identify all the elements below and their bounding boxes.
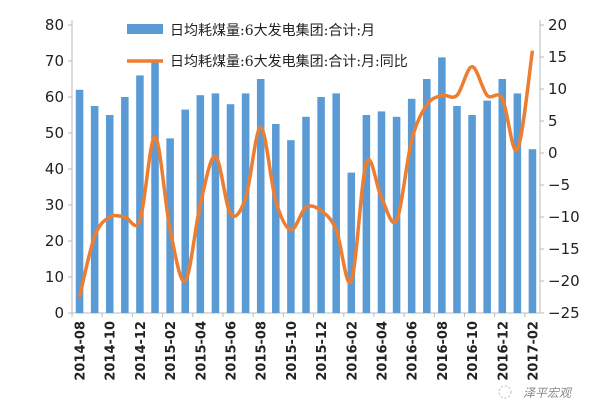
x-tick-label: 2015-10 — [285, 321, 300, 381]
bar — [483, 100, 491, 313]
bar — [272, 124, 280, 313]
x-tick-label: 2015-04 — [194, 321, 209, 381]
watermark-logo-icon — [498, 385, 512, 399]
right-tick-label: 0 — [548, 144, 558, 162]
x-tick-label: 2015-06 — [225, 321, 240, 381]
x-tick-label: 2014-08 — [74, 321, 89, 381]
left-tick-label: 20 — [45, 232, 64, 250]
bar — [362, 115, 371, 313]
x-tick-label: 2016-12 — [496, 321, 511, 381]
bar — [513, 93, 522, 314]
left-tick-label: 0 — [54, 304, 64, 322]
left-tick-label: 50 — [45, 124, 64, 142]
bar — [347, 172, 356, 313]
right-tick-label: 20 — [548, 16, 567, 34]
bar — [256, 79, 265, 313]
left-tick-label: 70 — [45, 52, 64, 70]
right-tick-label: 5 — [548, 112, 558, 130]
x-tick-label: 2015-12 — [315, 321, 330, 381]
legend-bar-label: 日均耗煤量:6大发电集团:合计:月 — [170, 22, 375, 39]
bar — [105, 115, 114, 313]
bar — [407, 98, 416, 313]
left-tick-label: 10 — [45, 268, 64, 286]
watermark: 泽平宏观 — [523, 386, 573, 400]
bar — [528, 149, 537, 313]
bar — [211, 93, 220, 314]
bar — [468, 115, 476, 313]
bar — [423, 79, 431, 313]
bar — [377, 111, 386, 314]
x-tick-label: 2016-08 — [436, 321, 451, 381]
right-tick-label: 15 — [548, 48, 567, 66]
bar — [75, 89, 84, 313]
bar — [498, 79, 507, 313]
right-tick-label: −20 — [548, 272, 580, 290]
bar — [453, 106, 461, 313]
legend-bar-swatch — [127, 24, 163, 34]
x-tick-label: 2015-02 — [164, 321, 179, 381]
bar — [226, 104, 235, 313]
x-tick-label: 2016-10 — [466, 321, 481, 381]
bar — [181, 109, 189, 313]
bar — [151, 61, 159, 313]
bar — [317, 97, 325, 313]
left-tick-label: 80 — [45, 16, 64, 34]
right-tick-label: −15 — [548, 240, 580, 258]
bar — [241, 93, 250, 314]
x-tick-label: 2014-10 — [104, 321, 119, 381]
x-tick-label: 2016-02 — [345, 321, 360, 381]
bar — [90, 106, 99, 313]
left-tick-label: 40 — [45, 160, 64, 178]
right-tick-label: −5 — [548, 176, 570, 194]
legend-line-label: 日均耗煤量:6大发电集团:合计:月:同比 — [170, 53, 408, 70]
right-tick-label: 10 — [548, 80, 567, 98]
x-tick-label: 2016-06 — [406, 321, 421, 381]
right-tick-label: −25 — [548, 304, 580, 322]
x-tick-label: 2015-08 — [255, 321, 270, 381]
bar — [332, 93, 340, 314]
x-tick-label: 2016-04 — [375, 321, 390, 381]
bar — [136, 75, 144, 314]
bar — [287, 140, 295, 313]
right-tick-label: −10 — [548, 208, 580, 226]
left-tick-label: 60 — [45, 88, 64, 106]
x-tick-label: 2014-12 — [134, 321, 149, 381]
bar — [302, 116, 310, 313]
bar — [438, 57, 446, 314]
bar — [121, 97, 129, 313]
left-tick-label: 30 — [45, 196, 64, 214]
x-tick-label: 2017-02 — [526, 321, 541, 381]
